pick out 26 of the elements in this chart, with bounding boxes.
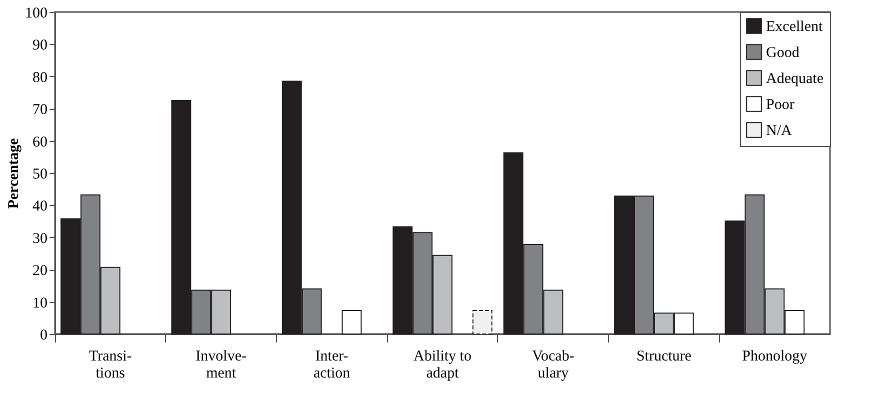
y-tick-label: 40 <box>32 198 48 215</box>
x-tick-label: Transi- tions <box>88 348 132 382</box>
legend-label: Good <box>766 45 800 61</box>
y-tick-label: 20 <box>32 263 48 280</box>
y-tick-label: 30 <box>32 230 48 247</box>
x-tick-label: Vocab- ulary <box>532 348 574 382</box>
y-tick-label: 60 <box>32 134 48 150</box>
x-tick-label: Phonology <box>742 348 808 364</box>
legend-label: Adequate <box>766 71 824 87</box>
y-tick-label: 10 <box>32 295 48 312</box>
bar <box>342 310 362 334</box>
y-tick-label: 90 <box>32 38 48 54</box>
bar <box>472 310 492 334</box>
x-tick-label: Ability to adapt <box>414 348 472 382</box>
legend-label: Excellent <box>766 19 824 35</box>
legend-label: Poor <box>766 97 794 113</box>
y-axis-title: Percentage <box>6 138 22 209</box>
x-tick-label: Involve- ment <box>196 348 246 382</box>
x-tick-label: Structure <box>636 348 692 364</box>
legend-label: N/A <box>766 123 792 139</box>
x-tick-label: Inter- action <box>313 348 351 382</box>
y-tick-label: 70 <box>32 102 48 118</box>
y-tick-label: 100 <box>25 6 48 22</box>
y-tick-label: 50 <box>32 166 48 182</box>
y-tick-label: 80 <box>32 70 48 86</box>
y-tick-label: 0 <box>40 328 48 344</box>
